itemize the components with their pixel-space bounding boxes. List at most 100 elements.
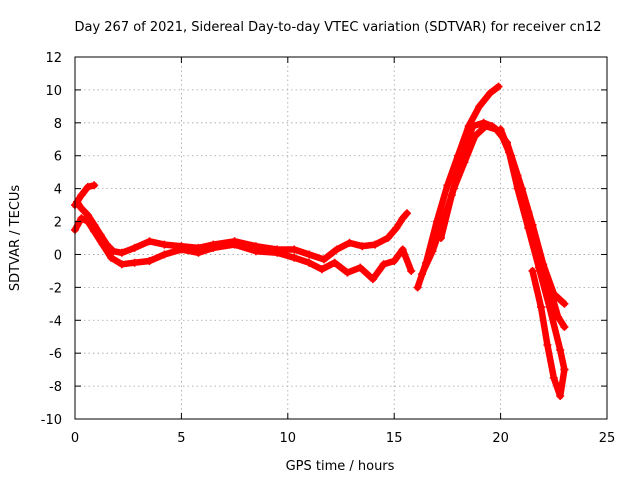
data-point-marker <box>368 275 377 284</box>
tick-layer: 0 5 10 15 20 25 -10 -8 -6 -4 -2 0 2 4 6 8 10 12 <box>41 51 616 446</box>
data-point-marker <box>90 181 99 190</box>
data-point-marker <box>83 183 92 191</box>
data-point-marker <box>290 253 299 262</box>
x-axis-label: GPS time / hours <box>286 459 395 474</box>
data-point-marker <box>390 257 399 265</box>
y-tick-label: 12 <box>45 51 62 66</box>
data-point-marker <box>194 248 203 257</box>
data-point-marker <box>332 245 341 254</box>
data-point-marker <box>305 250 314 259</box>
data-point-marker <box>130 243 139 252</box>
y-axis-label: SDTVAR / TECUs <box>8 185 23 292</box>
data-point-marker <box>77 204 86 213</box>
data-point-marker <box>543 341 552 349</box>
x-tick-label: 20 <box>492 431 509 446</box>
data-point-marker <box>358 242 367 251</box>
y-tick-label: 0 <box>54 248 62 263</box>
data-point-marker <box>343 268 352 277</box>
data-point-marker <box>437 234 445 242</box>
x-tick-label: 0 <box>71 431 79 446</box>
data-point-marker <box>90 227 99 236</box>
data-point-marker <box>407 266 416 275</box>
series-line <box>73 198 411 263</box>
data-point-marker <box>98 240 107 249</box>
data-point-marker <box>330 258 339 267</box>
series-layer <box>71 82 569 400</box>
data-point-marker <box>130 258 139 267</box>
series-track-8 <box>528 266 569 400</box>
data-point-marker <box>560 322 569 331</box>
data-point-marker <box>494 82 503 91</box>
data-point-marker <box>230 240 239 249</box>
data-point-marker <box>251 247 260 256</box>
x-tick-label: 15 <box>386 431 403 446</box>
data-point-marker <box>320 255 328 264</box>
y-tick-label: -6 <box>49 347 62 362</box>
plot-frame <box>74 56 608 420</box>
data-point-marker <box>554 313 563 321</box>
data-point-marker <box>560 299 569 308</box>
data-point-marker <box>77 214 86 223</box>
y-tick-label: 6 <box>54 150 62 165</box>
data-point-marker <box>539 260 548 269</box>
data-point-marker <box>545 303 554 312</box>
data-point-marker <box>479 118 488 127</box>
y-tick-label: -10 <box>41 413 62 428</box>
data-point-marker <box>417 270 426 279</box>
data-point-marker <box>160 240 169 249</box>
data-point-marker <box>549 289 558 298</box>
data-point-marker <box>290 245 299 254</box>
x-tick-label: 10 <box>280 431 297 446</box>
series-track-2 <box>71 214 416 284</box>
data-point-marker <box>345 238 354 247</box>
data-point-marker <box>209 243 218 252</box>
x-tick-label: 5 <box>177 431 185 446</box>
y-tick-label: 10 <box>45 84 62 99</box>
y-tick-label: -4 <box>49 314 62 329</box>
data-point-marker <box>379 260 388 269</box>
data-point-marker <box>413 283 422 292</box>
data-point-marker <box>398 245 407 254</box>
data-point-marker <box>392 224 401 233</box>
data-point-marker <box>556 345 565 354</box>
y-tick-label: 4 <box>54 183 62 198</box>
data-point-marker <box>383 234 392 242</box>
y-tick-label: -8 <box>49 380 62 395</box>
y-tick-label: 2 <box>54 216 62 231</box>
data-point-marker <box>177 245 186 254</box>
data-point-marker <box>273 248 282 257</box>
data-point-marker <box>160 250 169 259</box>
data-point-marker <box>560 365 569 374</box>
data-point-marker <box>371 240 379 249</box>
series-track-7 <box>496 125 569 308</box>
x-tick-label: 25 <box>599 431 616 446</box>
data-point-marker <box>145 257 154 265</box>
data-point-marker <box>356 263 365 272</box>
data-point-marker <box>556 392 565 400</box>
series-track-4 <box>413 82 503 292</box>
data-point-marker <box>537 303 545 312</box>
data-point-marker <box>468 122 477 131</box>
y-tick-label: 8 <box>54 117 62 132</box>
data-point-marker <box>496 125 505 134</box>
data-point-marker <box>507 151 516 160</box>
series-line <box>529 267 568 400</box>
data-point-marker <box>317 265 326 274</box>
data-point-marker <box>517 184 526 193</box>
data-point-marker <box>447 191 456 200</box>
data-point-marker <box>107 253 116 262</box>
data-point-marker <box>475 102 484 111</box>
data-point-marker <box>428 247 437 256</box>
data-point-marker <box>528 220 537 229</box>
data-point-marker <box>528 266 537 275</box>
data-point-marker <box>458 151 467 160</box>
data-point-marker <box>398 214 407 223</box>
chart-title: Day 267 of 2021, Sidereal Day-to-day VTE… <box>74 20 601 35</box>
data-point-marker <box>305 258 314 267</box>
data-point-marker <box>83 217 92 226</box>
series-line <box>71 182 98 209</box>
y-tick-label: -2 <box>49 281 62 296</box>
data-point-marker <box>117 248 126 257</box>
grid-layer <box>75 57 607 419</box>
